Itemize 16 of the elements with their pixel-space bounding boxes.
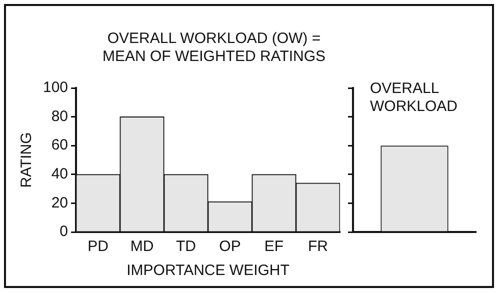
x-tick-label: TD <box>176 238 196 256</box>
x-tick-label: OP <box>219 238 241 256</box>
x-tick-label: MD <box>130 238 154 256</box>
x-tick-label: PD <box>88 238 109 256</box>
chart-title: OVERALL WORKLOAD <box>370 80 459 116</box>
y-tick-label: 60 <box>51 136 68 154</box>
x-tick-label: EF <box>264 238 284 256</box>
x-tick-label: FR <box>308 238 328 256</box>
y-tick-label: 80 <box>51 108 68 125</box>
y-axis-title: RATING <box>18 132 36 188</box>
y-tick-label: 20 <box>51 194 68 212</box>
y-tick-label: 0 <box>60 223 68 240</box>
x-axis-title: IMPORTANCE WEIGHT <box>126 262 290 280</box>
y-tick-label: 100 <box>42 79 68 96</box>
y-tick-label: 40 <box>51 166 68 183</box>
chart-title: OVERALL WORKLOAD (OW) = MEAN OF WEIGHTED RATINGS <box>101 30 327 66</box>
